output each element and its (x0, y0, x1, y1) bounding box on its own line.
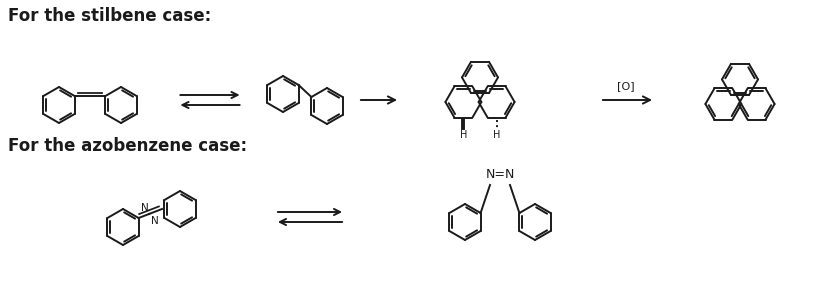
Text: N: N (151, 216, 159, 226)
Text: N=N: N=N (486, 168, 515, 181)
Text: For the stilbene case:: For the stilbene case: (8, 7, 211, 25)
Text: N: N (140, 203, 149, 213)
Text: [O]: [O] (617, 81, 635, 91)
Text: H: H (493, 130, 501, 140)
Text: For the azobenzene case:: For the azobenzene case: (8, 137, 247, 155)
Text: H: H (459, 130, 467, 140)
